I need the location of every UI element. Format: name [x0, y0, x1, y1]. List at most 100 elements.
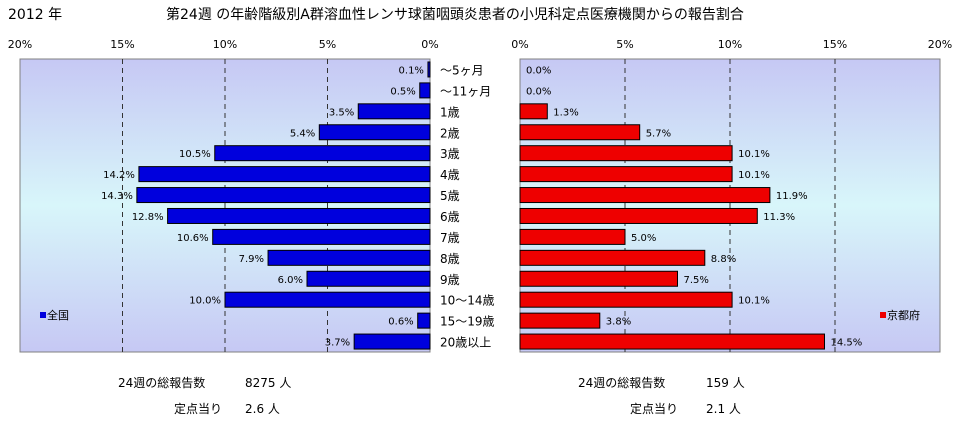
left-bar	[267, 249, 431, 266]
left-bar-value-label: 7.9%	[239, 254, 264, 265]
left-bar	[318, 124, 431, 141]
left-bar	[138, 166, 431, 183]
left-x-tick-label: 0%	[421, 38, 438, 51]
footer-right-total-label: 24週の総報告数	[578, 375, 665, 390]
right-bar	[519, 124, 641, 141]
age-category-label: 1歳	[440, 105, 460, 119]
age-category-label: ～11ヶ月	[440, 84, 491, 98]
left-bar	[357, 103, 431, 120]
right-bar-value-label: 11.9%	[776, 191, 808, 202]
right-x-tick-label: 0%	[511, 38, 528, 51]
right-bar	[519, 166, 733, 183]
left-bar-value-label: 6.0%	[278, 275, 303, 286]
left-x-tick-label: 10%	[213, 38, 237, 51]
right-bar-value-label: 5.0%	[631, 233, 656, 244]
right-bar	[519, 187, 771, 204]
left-legend-label: 全国	[47, 308, 69, 322]
right-bar-value-label: 0.0%	[526, 86, 551, 97]
age-category-label: 10～14歳	[440, 294, 495, 308]
right-bar	[519, 270, 678, 287]
footer-left: 24週の総報告数 8275 人 定点当り 2.6 人	[118, 375, 291, 416]
right-bar	[519, 103, 548, 120]
age-category-label: 20歳以上	[440, 336, 491, 350]
left-panel: 20% 15% 10% 5% 0% 0.1% ～5ヶ月 0.5% ～11ヶ月 3.5% 1歳 5.4%…	[8, 38, 495, 353]
left-bar-value-label: 12.8%	[132, 212, 164, 223]
right-bar-value-label: 14.5%	[831, 338, 863, 349]
right-bar	[519, 145, 733, 162]
left-legend-swatch	[40, 312, 46, 318]
left-bar-value-label: 10.6%	[177, 233, 209, 244]
left-bar-value-label: 0.1%	[399, 65, 424, 76]
left-x-tick-label: 5%	[319, 38, 336, 51]
right-bar	[519, 228, 626, 245]
right-bar	[519, 312, 601, 329]
left-bar	[167, 207, 431, 224]
footer-left-per-value: 2.6 人	[245, 402, 280, 416]
left-bar-value-label: 0.6%	[388, 317, 413, 328]
left-bar-value-label: 14.2%	[103, 170, 135, 181]
right-bar-value-label: 1.3%	[553, 107, 578, 118]
age-category-label: 2歳	[440, 126, 460, 140]
left-x-tick-label: 15%	[110, 38, 134, 51]
right-bar-value-label: 10.1%	[738, 149, 770, 160]
left-bar	[214, 145, 431, 162]
left-bar-value-label: 14.3%	[101, 191, 133, 202]
right-legend-swatch	[880, 312, 886, 318]
left-bar	[212, 228, 431, 245]
right-bar	[519, 207, 758, 224]
age-category-label: 3歳	[440, 147, 460, 161]
footer-left-total-value: 8275 人	[245, 376, 291, 390]
right-bar-value-label: 10.1%	[738, 296, 770, 307]
right-legend: 京都府	[880, 308, 920, 322]
right-bar	[519, 249, 706, 266]
left-bar	[224, 291, 431, 308]
age-category-label: 5歳	[440, 189, 460, 203]
chart-title: 第24週 の年齢階級別A群溶血性レンサ球菌咽頭炎患者の小児科定点医療機関からの報…	[166, 6, 744, 23]
right-bar	[519, 291, 733, 308]
right-panel: 0% 5% 10% 15% 20%0.0%0.0%1.3%5.7%10.1%10.1%1…	[511, 38, 952, 353]
left-bar	[427, 61, 431, 78]
left-bar	[417, 312, 431, 329]
footer-right-total-value: 159 人	[706, 376, 745, 390]
left-bar-value-label: 10.0%	[189, 296, 221, 307]
right-bar-value-label: 0.0%	[526, 65, 551, 76]
age-category-label: 15～19歳	[440, 315, 495, 329]
age-category-label: 6歳	[440, 210, 460, 224]
left-bar	[419, 82, 431, 99]
footer-right-per-value: 2.1 人	[706, 402, 741, 416]
footer-left-total-label: 24週の総報告数	[118, 375, 205, 390]
left-x-tick-label: 20%	[8, 38, 32, 51]
left-bar-value-label: 3.5%	[329, 107, 354, 118]
left-legend: 全国	[40, 308, 69, 322]
right-x-tick-label: 5%	[616, 38, 633, 51]
age-category-label: 8歳	[440, 252, 460, 266]
right-x-tick-label: 10%	[718, 38, 742, 51]
year-label: 2012 年	[8, 7, 62, 23]
age-category-label: ～5ヶ月	[440, 63, 484, 77]
right-bar-value-label: 11.3%	[763, 212, 795, 223]
left-bar-value-label: 0.5%	[390, 86, 415, 97]
right-x-tick-label: 15%	[823, 38, 847, 51]
footer-right: 24週の総報告数 159 人 定点当り 2.1 人	[578, 375, 745, 416]
right-bar-value-label: 10.1%	[738, 170, 770, 181]
left-bar	[306, 270, 431, 287]
left-bar	[136, 187, 431, 204]
age-category-label: 4歳	[440, 168, 460, 182]
left-bar-value-label: 3.7%	[325, 338, 350, 349]
footer-left-per-label: 定点当り	[174, 401, 222, 416]
right-bar-value-label: 5.7%	[646, 128, 671, 139]
right-x-tick-label: 20%	[928, 38, 952, 51]
left-bar-value-label: 5.4%	[290, 128, 315, 139]
right-bar-value-label: 8.8%	[711, 254, 736, 265]
right-bar	[519, 333, 825, 350]
age-category-label: 7歳	[440, 231, 460, 245]
right-legend-label: 京都府	[887, 308, 920, 322]
right-bar-value-label: 7.5%	[684, 275, 709, 286]
left-bar-value-label: 10.5%	[179, 149, 211, 160]
right-bar-value-label: 3.8%	[606, 317, 631, 328]
left-bar	[353, 333, 431, 350]
footer-right-per-label: 定点当り	[630, 401, 678, 416]
age-category-label: 9歳	[440, 273, 460, 287]
